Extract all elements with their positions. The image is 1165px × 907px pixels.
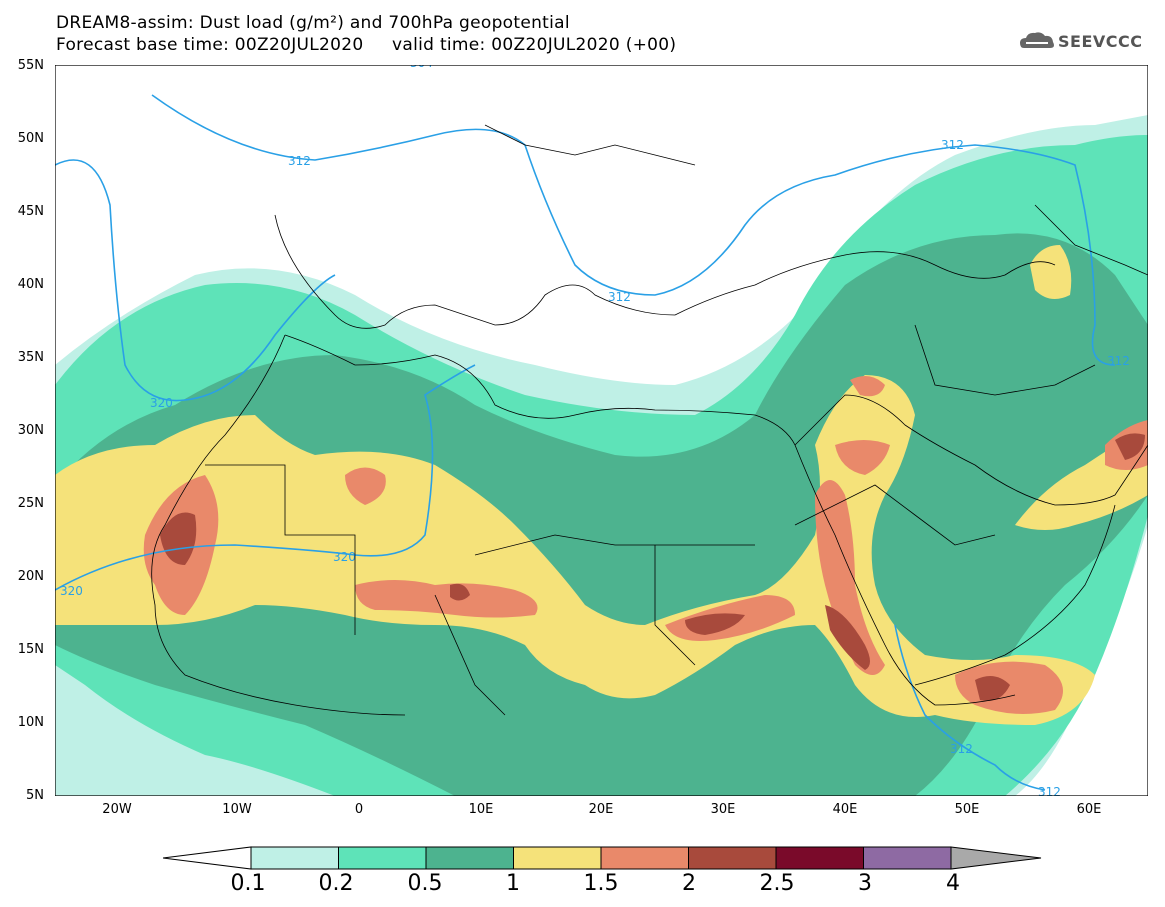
lat-label: 45N — [17, 204, 44, 219]
lon-label: 10E — [468, 802, 494, 817]
colorbar-tick: 0.5 — [407, 871, 443, 896]
cloud-icon — [1020, 32, 1054, 48]
contour-label: 312 — [950, 742, 973, 756]
border — [654, 545, 696, 666]
colorbar-segment — [425, 846, 514, 870]
colorbar-tick: 2.5 — [759, 871, 795, 896]
colorbar-segment — [600, 846, 689, 870]
brand-logo-text: SEEVCCC — [1058, 32, 1143, 51]
border — [914, 324, 1096, 396]
coastline-europe — [274, 214, 1056, 329]
border — [1034, 204, 1148, 276]
geopotential-contour-320 — [55, 364, 476, 591]
colorbar-segment — [338, 846, 427, 870]
coastline-africa-north — [284, 334, 1016, 706]
geopotential-contour-320 — [55, 159, 336, 402]
colorbar-tick: 3 — [858, 871, 872, 896]
coastline-arabia-south — [914, 504, 1116, 686]
map-title: DREAM8-assim: Dust load (g/m²) and 700hP… — [56, 13, 570, 33]
lon-label: 20E — [588, 802, 614, 817]
colorbar-tick: 1.5 — [583, 871, 619, 896]
contour-label: 312 — [1107, 354, 1130, 368]
map-subtitle: Forecast base time: 00Z20JUL2020 valid t… — [56, 35, 677, 55]
colorbar-tick: 2 — [682, 871, 696, 896]
contour-label: 320 — [150, 396, 173, 410]
colorbar — [163, 846, 1042, 870]
coastline-africa-west — [151, 334, 406, 716]
colorbar-segment — [688, 846, 777, 870]
colorbar-segment — [863, 846, 952, 870]
lat-label: 5N — [26, 788, 44, 803]
lon-label: 0 — [354, 802, 364, 817]
colorbar-segment — [775, 846, 864, 870]
contour-label: 320 — [60, 584, 83, 598]
lat-label: 50N — [17, 131, 44, 146]
lat-label: 40N — [17, 277, 44, 292]
contour-label: 312 — [1038, 785, 1061, 796]
border — [434, 594, 506, 716]
dust-load-map: 304 312 312 312 312 320 320 320 312 312 — [55, 65, 1148, 796]
border — [794, 484, 996, 546]
lon-label: 50E — [954, 802, 980, 817]
colorbar-tick: 0.2 — [318, 871, 354, 896]
colorbar-segment — [250, 846, 339, 870]
contour-label: 312 — [608, 290, 631, 304]
colorbar-tick: 1 — [506, 871, 520, 896]
border — [474, 534, 755, 556]
border — [484, 124, 696, 166]
border — [205, 464, 356, 635]
contour-label: 304 — [410, 65, 433, 70]
lon-label: 20W — [102, 802, 132, 817]
dust-band-2 — [160, 512, 197, 565]
lat-label: 15N — [17, 642, 44, 657]
lat-label: 35N — [17, 350, 44, 365]
lon-label: 60E — [1076, 802, 1102, 817]
colorbar-low-arrow — [163, 846, 252, 870]
geopotential-contour-312 — [894, 624, 1046, 791]
lon-label: 40E — [832, 802, 858, 817]
colorbar-tick: 4 — [946, 871, 960, 896]
colorbar-high-arrow — [950, 846, 1042, 870]
coastline-arabia — [794, 394, 1148, 506]
contour-label: 320 — [333, 550, 356, 564]
geopotential-contour-312 — [151, 94, 1116, 366]
contour-label: 312 — [941, 138, 964, 152]
lat-label: 55N — [17, 58, 44, 73]
colorbar-segment — [513, 846, 602, 870]
lat-label: 30N — [17, 423, 44, 438]
lon-label: 30E — [710, 802, 736, 817]
lon-label: 10W — [222, 802, 252, 817]
lat-label: 25N — [17, 496, 44, 511]
lat-label: 20N — [17, 569, 44, 584]
contour-label: 312 — [288, 154, 311, 168]
colorbar-tick: 0.1 — [230, 871, 266, 896]
lat-label: 10N — [17, 715, 44, 730]
